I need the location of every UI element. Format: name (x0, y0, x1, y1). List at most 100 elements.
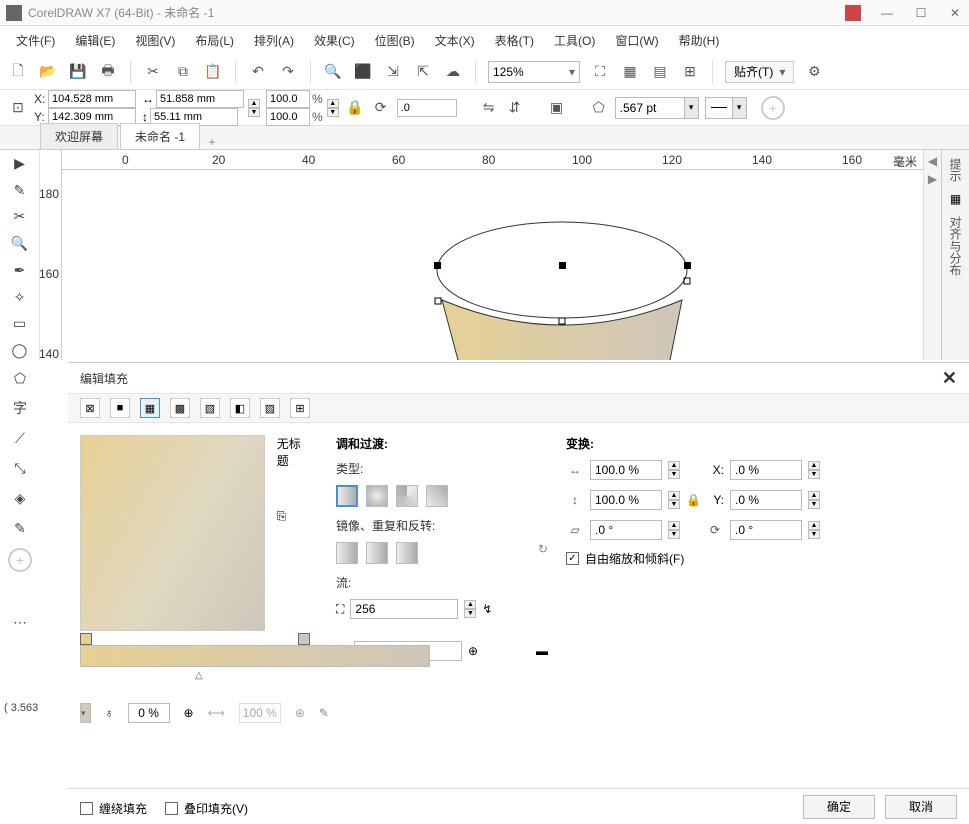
import-icon[interactable]: ⇲ (383, 62, 403, 82)
tab-add-button[interactable]: + (202, 135, 222, 149)
menu-view[interactable]: 视图(V) (127, 28, 183, 53)
square-type-button[interactable] (426, 485, 448, 507)
tab-welcome[interactable]: 欢迎屏幕 (40, 123, 118, 149)
trans-skew-spinner[interactable]: ▲▼ (668, 521, 680, 539)
maximize-button[interactable]: ☐ (913, 5, 929, 21)
arrow-left-icon[interactable]: ◀ (928, 154, 937, 168)
trans-x-spinner[interactable]: ▲▼ (808, 461, 820, 479)
shape-tool-icon[interactable]: ✎ (10, 181, 30, 200)
trans-skew-input[interactable] (590, 520, 662, 540)
scale-y-input[interactable] (266, 108, 310, 126)
text-tool-icon[interactable]: 字 (10, 398, 30, 418)
texture-fill-icon[interactable]: ▧ (200, 398, 220, 418)
trans-width-input[interactable] (590, 460, 662, 480)
options-icon[interactable]: ⚙ (804, 62, 824, 82)
menu-arrange[interactable]: 排列(A) (246, 28, 302, 53)
gradient-node-end[interactable] (298, 633, 310, 645)
fountain-fill-icon[interactable]: ▦ (140, 398, 160, 418)
mirror-none-button[interactable] (336, 542, 358, 564)
tab-document[interactable]: 未命名 -1 (120, 123, 200, 149)
gradient-bar[interactable] (80, 645, 430, 667)
gradient-midpoint-icon[interactable]: △ (195, 670, 203, 681)
outline-width-dropdown[interactable]: ▾ (685, 97, 699, 119)
hint-docker[interactable]: 提示 (947, 154, 964, 186)
mirror-reverse-button[interactable] (396, 542, 418, 564)
cut-icon[interactable]: ✂ (143, 62, 163, 82)
freehand-tool-icon[interactable]: ✒ (10, 261, 30, 280)
conical-type-button[interactable] (396, 485, 418, 507)
wrap-fill-checkbox[interactable] (80, 802, 93, 815)
close-button[interactable]: ✕ (947, 5, 963, 21)
menu-bitmap[interactable]: 位图(B) (367, 28, 423, 53)
width-input[interactable] (156, 90, 244, 108)
steps-input[interactable] (350, 599, 458, 619)
trans-rotate-input[interactable] (730, 520, 802, 540)
scale-x-input[interactable] (266, 90, 310, 108)
eyedropper-tool-icon[interactable]: ✎ (10, 518, 30, 538)
menu-help[interactable]: 帮助(H) (671, 28, 728, 53)
trans-height-spinner[interactable]: ▲▼ (668, 491, 680, 509)
zoom-tool-icon[interactable]: 🔍 (10, 234, 30, 253)
print-icon[interactable]: 🖶 (98, 62, 118, 82)
lock-ratio-icon[interactable]: 🔒 (345, 98, 365, 118)
menu-layout[interactable]: 布局(L) (187, 28, 242, 53)
steps-lock-icon[interactable]: ↯ (482, 602, 492, 616)
lock-trans-icon[interactable]: 🔒 (686, 493, 700, 507)
mesh-fill-icon[interactable]: ⊞ (290, 398, 310, 418)
gradient-node-start[interactable] (80, 633, 92, 645)
snap-to-button[interactable]: 贴齐(T) (725, 61, 794, 83)
crop-tool-icon[interactable]: ✂ (10, 208, 30, 227)
menu-effects[interactable]: 效果(C) (306, 28, 363, 53)
publish-icon[interactable]: ☁ (443, 62, 463, 82)
grid-icon[interactable]: ▦ (620, 62, 640, 82)
steps-spinner[interactable]: ▲▼ (464, 600, 476, 618)
outline-width-input[interactable] (615, 97, 685, 119)
menu-window[interactable]: 窗口(W) (607, 28, 666, 53)
dimension-tool-icon[interactable]: ⟋ (10, 428, 30, 448)
export-icon[interactable]: ⇱ (413, 62, 433, 82)
snap-icon[interactable]: ⊞ (680, 62, 700, 82)
paste-icon[interactable]: 📋 (203, 62, 223, 82)
polygon-tool-icon[interactable]: ⬠ (10, 368, 30, 388)
smooth-icon[interactable]: ▬ (536, 644, 548, 658)
trans-y-spinner[interactable]: ▲▼ (808, 491, 820, 509)
user-icon[interactable] (845, 5, 861, 21)
undo-icon[interactable]: ↶ (248, 62, 268, 82)
node-color-picker[interactable] (80, 703, 91, 723)
menu-text[interactable]: 文本(X) (427, 28, 483, 53)
postscript-fill-icon[interactable]: ◧ (230, 398, 250, 418)
reverse-icon[interactable]: ↻ (538, 542, 548, 564)
opacity-target-icon[interactable]: ⊕ (184, 706, 194, 720)
guides-icon[interactable]: ▤ (650, 62, 670, 82)
size-spinner[interactable]: ▲▼ (248, 99, 260, 117)
arrow-right-icon[interactable]: ▶ (928, 172, 937, 186)
menu-table[interactable]: 表格(T) (487, 28, 542, 53)
accel-target-icon[interactable]: ⊕ (468, 644, 478, 658)
ellipse-tool-icon[interactable]: ◯ (10, 341, 30, 360)
open-icon[interactable]: 📂 (38, 62, 58, 82)
uniform-fill-icon[interactable]: ■ (110, 398, 130, 418)
trans-height-input[interactable] (590, 490, 662, 510)
no-fill-icon[interactable]: ⊠ (80, 398, 100, 418)
mirror-h-icon[interactable]: ⇋ (479, 98, 499, 118)
trans-y-input[interactable] (730, 490, 802, 510)
mirror-repeat-button[interactable] (366, 542, 388, 564)
menu-tools[interactable]: 工具(O) (546, 28, 603, 53)
add-preset-button[interactable]: + (761, 96, 785, 120)
launch-icon[interactable]: ⬛ (353, 62, 373, 82)
mirror-v-icon[interactable]: ⇵ (505, 98, 525, 118)
trans-width-spinner[interactable]: ▲▼ (668, 461, 680, 479)
zoom-select[interactable]: 125% (488, 61, 580, 83)
new-icon[interactable]: 🗋 (8, 62, 28, 82)
x-input[interactable] (48, 90, 136, 108)
save-icon[interactable]: 💾 (68, 62, 88, 82)
connector-tool-icon[interactable]: ⤡ (10, 458, 30, 478)
line-style-dropdown[interactable]: ▾ (733, 97, 747, 119)
cancel-button[interactable]: 取消 (885, 795, 957, 819)
drawing-object[interactable] (62, 170, 923, 360)
rectangle-tool-icon[interactable]: ▭ (10, 315, 30, 334)
options-tool-icon[interactable]: ⋯ (10, 612, 30, 632)
overprint-checkbox[interactable] (165, 802, 178, 815)
linear-type-button[interactable] (336, 485, 358, 507)
trans-rotate-spinner[interactable]: ▲▼ (808, 521, 820, 539)
